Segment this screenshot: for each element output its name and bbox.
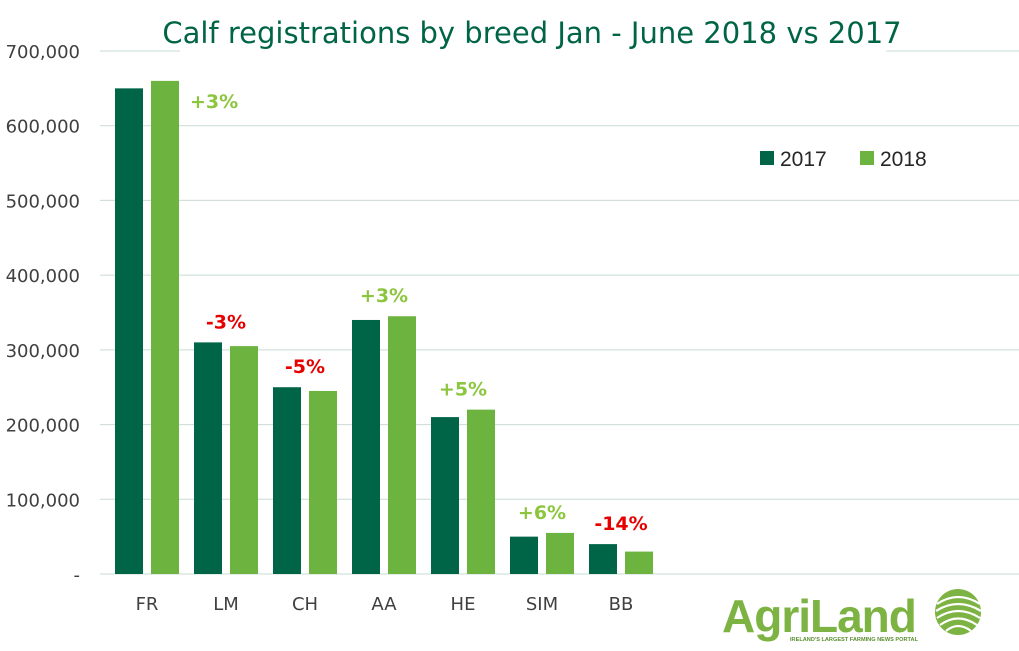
bar-2017-SIM [510, 536, 538, 574]
y-tick-label: 100,000 [6, 490, 80, 511]
change-label-CH: -5% [285, 356, 325, 378]
bar-2018-FR [151, 80, 179, 574]
y-tick-label: 600,000 [6, 117, 80, 138]
bar-2017-HE [431, 417, 459, 574]
annotations: +3% -3% -5% +3% +5% +6% -14% [190, 91, 648, 535]
y-tick-label: 400,000 [6, 266, 80, 287]
bar-2017-LM [194, 342, 222, 574]
x-tick-label: CH [292, 594, 318, 615]
legend-label-2018: 2018 [880, 148, 927, 171]
x-tick-label: BB [609, 594, 634, 615]
bars [115, 80, 653, 574]
x-tick-label: HE [451, 594, 476, 615]
change-label-BB: -14% [594, 513, 647, 535]
y-axis: - 100,000 200,000 300,000 400,000 500,000 600,… [6, 42, 80, 586]
y-tick-label: 200,000 [6, 416, 80, 437]
bar-2017-CH [273, 387, 301, 574]
change-label-LM: -3% [206, 311, 246, 333]
change-label-AA: +3% [360, 285, 408, 307]
legend: 2017 2018 [760, 148, 927, 171]
x-tick-label: AA [371, 594, 397, 615]
x-tick-label: LM [213, 594, 239, 615]
y-tick-label: 500,000 [6, 191, 80, 212]
bar-2018-CH [309, 390, 337, 574]
change-label-SIM: +6% [518, 502, 566, 524]
bar-2017-BB [589, 544, 617, 574]
title-background [180, 12, 886, 56]
field-globe-icon [935, 589, 982, 635]
change-label-HE: +5% [439, 379, 487, 401]
x-tick-label: SIM [526, 594, 558, 615]
bar-2018-LM [230, 346, 258, 574]
legend-swatch-2017 [760, 151, 774, 165]
legend-label-2017: 2017 [780, 148, 827, 171]
logo-text: AgriLand [722, 590, 916, 642]
bar-2018-AA [388, 316, 416, 574]
y-tick-label: 700,000 [6, 42, 80, 63]
change-label-FR: +3% [190, 91, 238, 113]
bar-2017-AA [352, 319, 380, 574]
logo-tagline: IRELAND'S LARGEST FARMING NEWS PORTAL [790, 637, 919, 643]
bar-2018-BB [625, 551, 653, 574]
bar-2017-FR [115, 88, 143, 574]
x-axis: FR LM CH AA HE SIM BB [136, 594, 634, 615]
chart-title: Calf registrations by breed Jan - June 2… [162, 16, 901, 50]
bar-2018-HE [467, 409, 495, 574]
legend-swatch-2018 [860, 151, 874, 165]
x-tick-label: FR [136, 594, 159, 615]
y-tick-label: 300,000 [6, 341, 80, 362]
agriland-logo: AgriLand IRELAND'S LARGEST FARMING NEWS … [722, 589, 982, 643]
y-tick-label: - [74, 565, 81, 586]
bar-2018-SIM [546, 532, 574, 574]
